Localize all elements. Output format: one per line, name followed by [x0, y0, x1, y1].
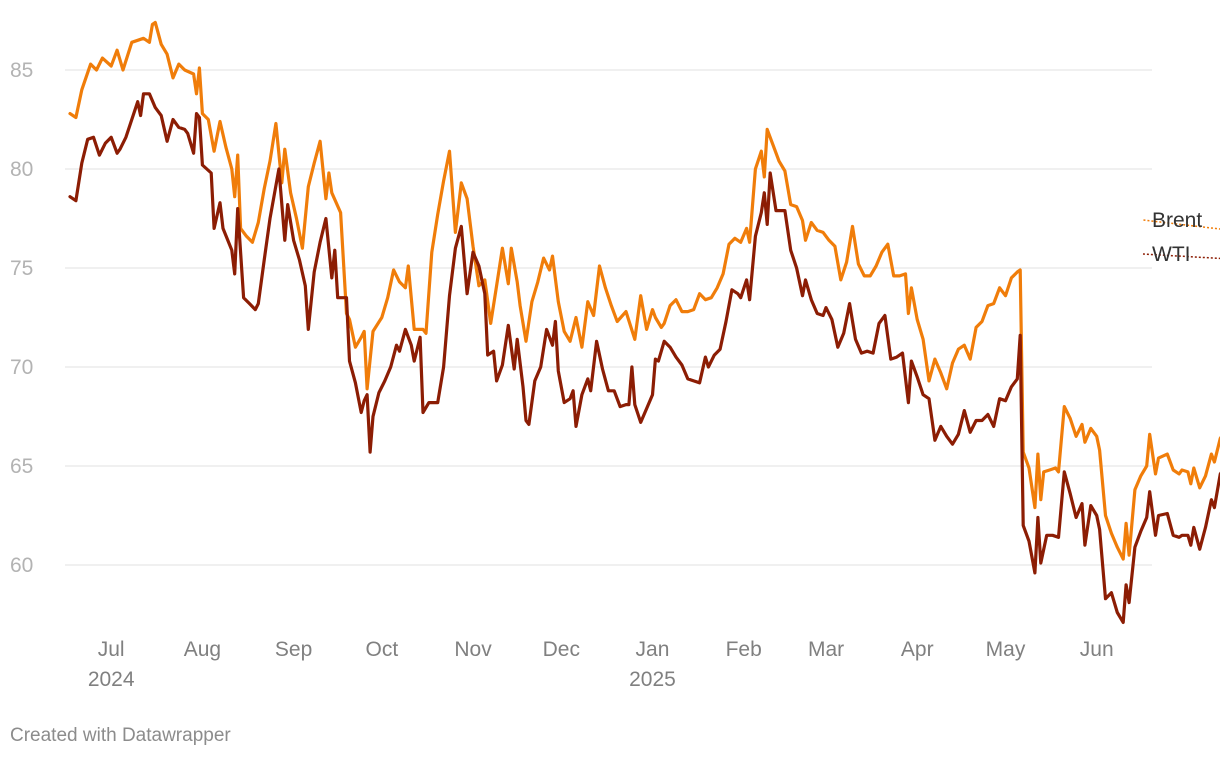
x-tick-label: Jan [636, 638, 670, 661]
line-chart: 60 65 70 75 80 85 Jul 2024 Aug Sep Oct Nov Dec Jan 20… [10, 20, 1220, 691]
x-tick-label: Sep [275, 638, 312, 661]
x-tick-label: Feb [726, 638, 762, 661]
x-axis: Jul 2024 Aug Sep Oct Nov Dec Jan 2025 Feb Mar Apr Ma… [88, 638, 1114, 691]
y-tick-label: 75 [10, 257, 33, 280]
y-tick-label: 65 [10, 455, 33, 478]
y-tick-label: 60 [10, 554, 33, 577]
credit-footer: Created with Datawrapper [10, 725, 231, 746]
x-tick-label: Apr [901, 638, 934, 661]
x-tick-label: Jun [1080, 638, 1114, 661]
series-labels: Brent WTI [1142, 209, 1220, 266]
x-tick-label: Mar [808, 638, 844, 661]
y-tick-label: 85 [10, 59, 33, 82]
x-tick-label: Jul [98, 638, 125, 661]
series-line-wti [68, 92, 1220, 624]
series-lines [68, 20, 1220, 624]
y-axis: 60 65 70 75 80 85 [10, 59, 33, 577]
label-connector-brent [1142, 219, 1220, 230]
x-tick-label: Nov [454, 638, 492, 661]
y-tick-label: 80 [10, 158, 33, 181]
x-tick-label: Dec [543, 638, 580, 661]
gridlines [65, 69, 1152, 566]
series-label-wti: WTI [1152, 243, 1190, 266]
label-connector-wti [1142, 253, 1220, 260]
x-tick-year-label: 2024 [88, 668, 135, 691]
x-tick-year-label: 2025 [629, 668, 676, 691]
series-label-brent: Brent [1152, 209, 1202, 232]
x-tick-label: May [986, 638, 1026, 661]
series-line-brent [68, 20, 1220, 561]
x-tick-label: Oct [365, 638, 398, 661]
y-tick-label: 70 [10, 356, 33, 379]
x-tick-label: Aug [184, 638, 221, 661]
